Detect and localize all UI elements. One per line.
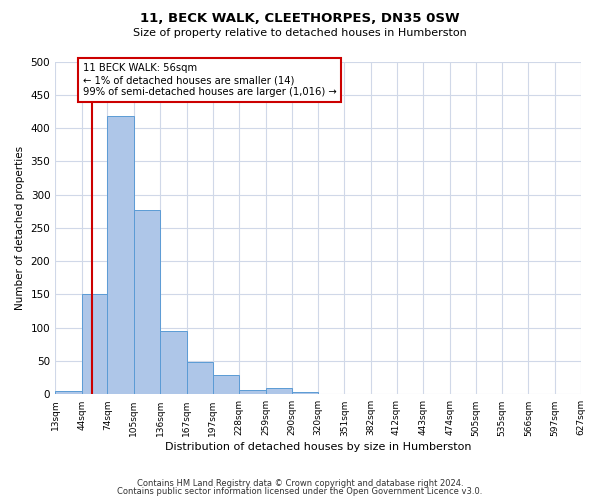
Text: 11 BECK WALK: 56sqm
← 1% of detached houses are smaller (14)
99% of semi-detache: 11 BECK WALK: 56sqm ← 1% of detached hou… [83, 64, 336, 96]
Y-axis label: Number of detached properties: Number of detached properties [15, 146, 25, 310]
Bar [292, 392, 318, 394]
X-axis label: Distribution of detached houses by size in Humberston: Distribution of detached houses by size … [164, 442, 471, 452]
Bar [107, 116, 134, 394]
Bar [134, 210, 160, 394]
Text: 11, BECK WALK, CLEETHORPES, DN35 0SW: 11, BECK WALK, CLEETHORPES, DN35 0SW [140, 12, 460, 26]
Bar [212, 375, 239, 394]
Text: Contains HM Land Registry data © Crown copyright and database right 2024.: Contains HM Land Registry data © Crown c… [137, 478, 463, 488]
Bar [55, 391, 82, 394]
Bar [239, 390, 266, 394]
Text: Size of property relative to detached houses in Humberston: Size of property relative to detached ho… [133, 28, 467, 38]
Bar [82, 294, 107, 394]
Bar [187, 362, 212, 394]
Bar [266, 388, 292, 394]
Bar [160, 331, 187, 394]
Text: Contains public sector information licensed under the Open Government Licence v3: Contains public sector information licen… [118, 487, 482, 496]
